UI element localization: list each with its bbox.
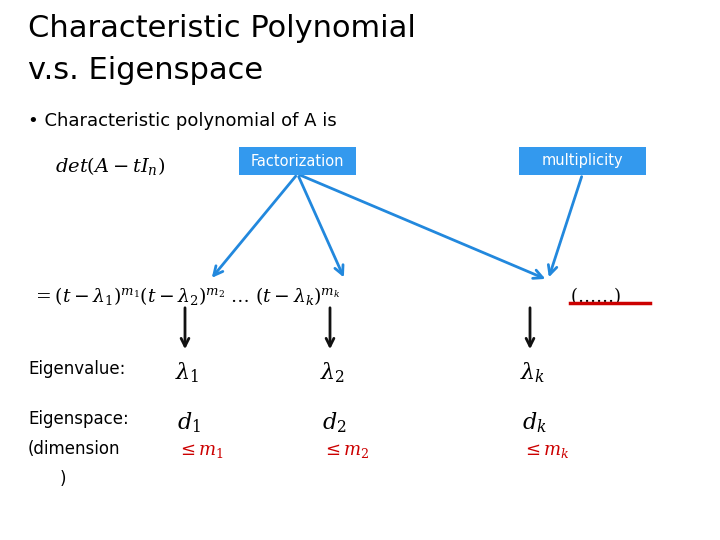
- Text: Eigenspace:: Eigenspace:: [28, 410, 129, 428]
- Text: $\lambda_k$: $\lambda_k$: [520, 360, 545, 384]
- Text: Characteristic Polynomial: Characteristic Polynomial: [28, 14, 416, 43]
- FancyBboxPatch shape: [239, 147, 356, 175]
- Text: v.s. Eigenspace: v.s. Eigenspace: [28, 56, 263, 85]
- Text: $\lambda_2$: $\lambda_2$: [320, 360, 345, 384]
- Text: • Characteristic polynomial of A is: • Characteristic polynomial of A is: [28, 112, 337, 130]
- Text: $d_2$: $d_2$: [322, 410, 346, 435]
- FancyBboxPatch shape: [519, 147, 646, 175]
- Text: $\leq m_k$: $\leq m_k$: [522, 442, 570, 460]
- Text: Eigenvalue:: Eigenvalue:: [28, 360, 125, 378]
- Text: $=(t-\lambda_1)^{m_1}(t-\lambda_2)^{m_2}\ \ldots\ (t-\lambda_k)^{m_k}$: $=(t-\lambda_1)^{m_1}(t-\lambda_2)^{m_2}…: [32, 285, 341, 307]
- Text: ): ): [60, 470, 66, 488]
- Text: $\lambda_1$: $\lambda_1$: [175, 360, 199, 384]
- Text: $d_k$: $d_k$: [522, 410, 546, 435]
- Text: $\leq m_2$: $\leq m_2$: [322, 442, 370, 460]
- Text: $\leq m_1$: $\leq m_1$: [177, 442, 224, 460]
- Text: multiplicity: multiplicity: [541, 153, 624, 168]
- Text: (dimension: (dimension: [28, 440, 120, 458]
- Text: $(\ldots\ldots)$: $(\ldots\ldots)$: [570, 285, 621, 307]
- Text: Factorization: Factorization: [251, 153, 344, 168]
- Text: $d_1$: $d_1$: [177, 410, 201, 435]
- Text: $det(A - tI_n)$: $det(A - tI_n)$: [55, 155, 165, 177]
